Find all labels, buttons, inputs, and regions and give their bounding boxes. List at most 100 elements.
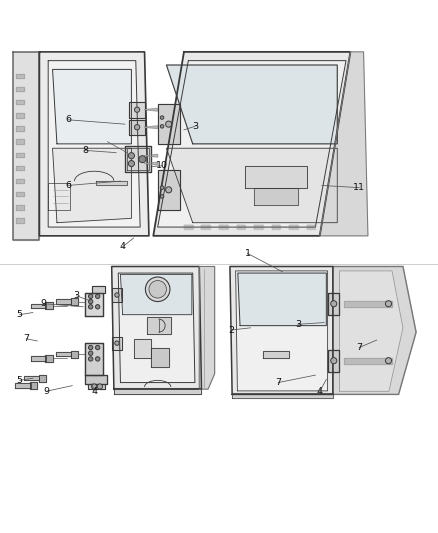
Polygon shape bbox=[71, 351, 78, 358]
Polygon shape bbox=[166, 148, 337, 223]
Polygon shape bbox=[85, 293, 103, 316]
Polygon shape bbox=[201, 225, 210, 229]
Polygon shape bbox=[230, 266, 333, 394]
Circle shape bbox=[115, 293, 119, 297]
Polygon shape bbox=[56, 300, 71, 304]
Text: 5: 5 bbox=[17, 310, 23, 319]
Polygon shape bbox=[254, 225, 263, 229]
Polygon shape bbox=[147, 317, 171, 334]
Circle shape bbox=[97, 384, 102, 389]
Polygon shape bbox=[272, 225, 280, 229]
Polygon shape bbox=[16, 140, 24, 144]
Circle shape bbox=[88, 345, 93, 350]
Text: 3: 3 bbox=[295, 320, 301, 329]
Polygon shape bbox=[145, 162, 158, 165]
Polygon shape bbox=[53, 148, 131, 223]
Polygon shape bbox=[328, 293, 339, 314]
Polygon shape bbox=[145, 126, 158, 128]
Text: 3: 3 bbox=[192, 122, 198, 131]
Text: 6: 6 bbox=[65, 115, 71, 124]
Polygon shape bbox=[88, 384, 105, 389]
Circle shape bbox=[166, 121, 172, 127]
Polygon shape bbox=[118, 273, 195, 383]
Polygon shape bbox=[339, 271, 403, 391]
Circle shape bbox=[139, 156, 146, 163]
Circle shape bbox=[95, 345, 100, 350]
Polygon shape bbox=[48, 61, 140, 227]
Polygon shape bbox=[85, 375, 107, 384]
Polygon shape bbox=[16, 205, 24, 209]
Polygon shape bbox=[238, 273, 326, 326]
Text: 10: 10 bbox=[156, 161, 168, 170]
Polygon shape bbox=[96, 181, 127, 185]
Polygon shape bbox=[16, 126, 24, 131]
Polygon shape bbox=[15, 383, 31, 388]
Polygon shape bbox=[71, 298, 78, 305]
Text: 7: 7 bbox=[275, 378, 281, 387]
Circle shape bbox=[385, 358, 392, 364]
Polygon shape bbox=[85, 343, 103, 375]
Circle shape bbox=[95, 294, 100, 298]
Polygon shape bbox=[16, 166, 24, 170]
Circle shape bbox=[331, 301, 337, 307]
Polygon shape bbox=[16, 113, 24, 118]
Polygon shape bbox=[16, 192, 24, 197]
Polygon shape bbox=[16, 74, 24, 78]
Circle shape bbox=[88, 304, 93, 309]
Polygon shape bbox=[289, 225, 298, 229]
Polygon shape bbox=[125, 146, 151, 172]
Polygon shape bbox=[333, 266, 416, 394]
Polygon shape bbox=[16, 87, 24, 91]
Polygon shape bbox=[30, 382, 37, 389]
Polygon shape bbox=[53, 69, 131, 144]
Polygon shape bbox=[134, 339, 151, 359]
Polygon shape bbox=[158, 170, 180, 209]
Polygon shape bbox=[344, 358, 392, 364]
Circle shape bbox=[115, 341, 119, 345]
Polygon shape bbox=[245, 166, 307, 188]
Polygon shape bbox=[45, 355, 53, 362]
Polygon shape bbox=[232, 393, 333, 398]
Polygon shape bbox=[263, 351, 289, 359]
Text: 4: 4 bbox=[317, 387, 323, 396]
Polygon shape bbox=[31, 304, 46, 308]
Polygon shape bbox=[129, 120, 145, 135]
Polygon shape bbox=[158, 104, 180, 144]
Circle shape bbox=[145, 277, 170, 302]
Polygon shape bbox=[39, 375, 46, 382]
Polygon shape bbox=[127, 148, 149, 170]
Circle shape bbox=[160, 186, 164, 189]
Polygon shape bbox=[307, 225, 315, 229]
Polygon shape bbox=[16, 219, 24, 223]
Polygon shape bbox=[16, 179, 24, 183]
Text: 9: 9 bbox=[41, 299, 47, 308]
Polygon shape bbox=[145, 155, 158, 157]
Polygon shape bbox=[219, 225, 228, 229]
Polygon shape bbox=[39, 52, 149, 236]
Circle shape bbox=[95, 304, 100, 309]
Text: 3: 3 bbox=[74, 292, 80, 301]
Polygon shape bbox=[16, 152, 24, 157]
Polygon shape bbox=[24, 376, 39, 381]
Circle shape bbox=[166, 187, 172, 193]
Polygon shape bbox=[45, 302, 53, 310]
Text: 7: 7 bbox=[356, 343, 362, 352]
Text: 4: 4 bbox=[120, 243, 126, 251]
Circle shape bbox=[134, 125, 140, 130]
Polygon shape bbox=[112, 288, 122, 302]
Polygon shape bbox=[344, 301, 392, 307]
Polygon shape bbox=[145, 108, 158, 111]
Text: 5: 5 bbox=[17, 376, 23, 385]
Circle shape bbox=[88, 357, 93, 361]
Text: 1: 1 bbox=[244, 249, 251, 258]
Polygon shape bbox=[237, 225, 245, 229]
Circle shape bbox=[134, 107, 140, 112]
Circle shape bbox=[88, 294, 93, 298]
Polygon shape bbox=[236, 271, 328, 391]
Polygon shape bbox=[320, 52, 368, 236]
Text: 9: 9 bbox=[43, 387, 49, 396]
Polygon shape bbox=[112, 336, 122, 350]
Polygon shape bbox=[31, 356, 46, 361]
Circle shape bbox=[385, 301, 392, 307]
Polygon shape bbox=[151, 348, 169, 367]
